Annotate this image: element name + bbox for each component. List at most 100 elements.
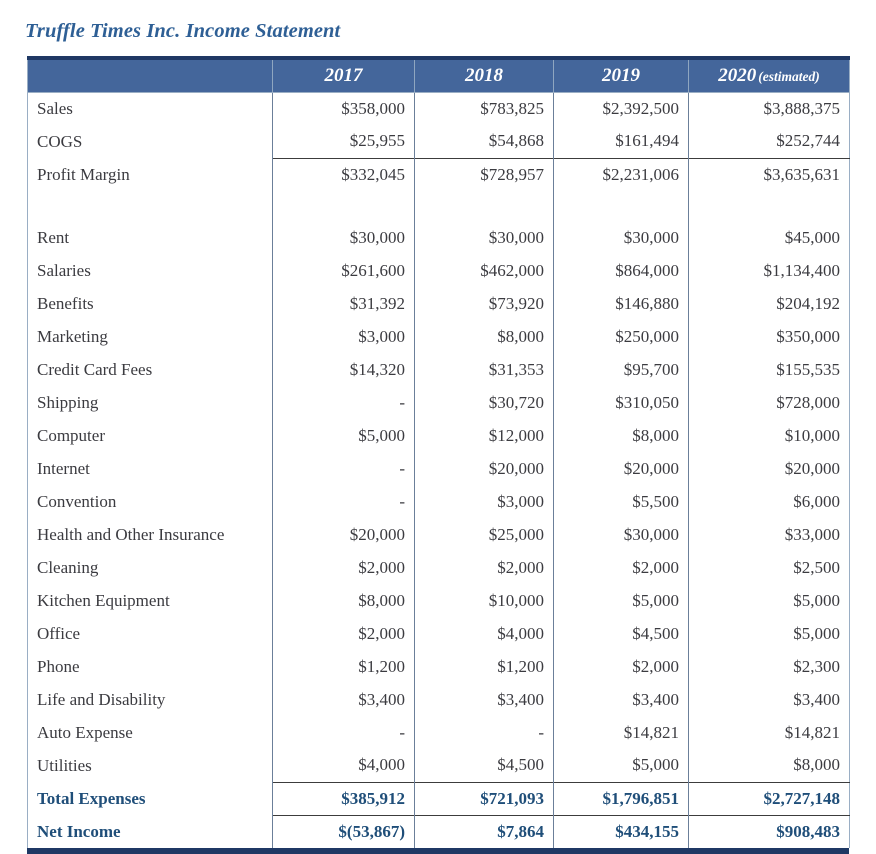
- row-value: $2,000: [272, 617, 415, 650]
- row-value: $2,000: [272, 551, 415, 584]
- row-label: Benefits: [27, 287, 273, 320]
- row-value: $10,000: [414, 584, 554, 617]
- row-value: $864,000: [553, 254, 689, 287]
- row-value: -: [272, 452, 415, 485]
- row-value: $12,000: [414, 419, 554, 452]
- row-value: -: [272, 485, 415, 518]
- row-value: $5,000: [553, 584, 689, 617]
- column-header-2018-year: 2018: [465, 64, 503, 86]
- row-value: $728,957: [414, 157, 554, 191]
- table-row: Profit Margin $332,045 $728,957 $2,231,006 $…: [27, 157, 850, 191]
- row-value: $20,000: [272, 518, 415, 551]
- row-value: $2,000: [553, 650, 689, 683]
- row-value: [553, 191, 689, 221]
- row-value: $252,744: [688, 125, 850, 158]
- row-label: Credit Card Fees: [27, 353, 273, 386]
- row-value: $3,000: [414, 485, 554, 518]
- column-header-2019: 2019: [553, 56, 689, 93]
- income-statement-table-wrapper: 2017 2018 2019 2020 (estimated) Sales $358…: [27, 56, 850, 854]
- row-value: $250,000: [553, 320, 689, 353]
- row-label: Auto Expense: [27, 716, 273, 749]
- table-row: Kitchen Equipment $8,000 $10,000 $5,000 $5,0…: [27, 584, 850, 617]
- table-row: [27, 191, 850, 221]
- row-label: Profit Margin: [27, 158, 273, 191]
- row-value: $2,727,148: [688, 781, 850, 815]
- row-value: $4,000: [414, 617, 554, 650]
- row-value: $721,093: [414, 781, 554, 815]
- row-value: $462,000: [414, 254, 554, 287]
- row-value: $3,400: [688, 683, 850, 716]
- row-label: [27, 191, 273, 221]
- row-value: $3,635,631: [688, 157, 850, 191]
- row-label: Net Income: [27, 815, 273, 848]
- row-label: Marketing: [27, 320, 273, 353]
- row-value: $(53,867): [272, 814, 415, 848]
- row-value: $1,134,400: [688, 254, 850, 287]
- row-value: $30,000: [414, 221, 554, 254]
- header-row: 2017 2018 2019 2020 (estimated): [27, 56, 850, 93]
- row-value: -: [414, 716, 554, 749]
- column-header-2020: 2020 (estimated): [688, 56, 850, 93]
- row-value: $25,955: [272, 125, 415, 158]
- page-title: Truffle Times Inc. Income Statement: [25, 20, 341, 42]
- row-value: -: [272, 716, 415, 749]
- row-value: $14,320: [272, 353, 415, 386]
- row-value: $54,868: [414, 125, 554, 158]
- row-value: $261,600: [272, 254, 415, 287]
- row-value: $30,000: [553, 518, 689, 551]
- row-value: $3,400: [272, 683, 415, 716]
- row-value: $20,000: [414, 452, 554, 485]
- table-row: Total Expenses $385,912 $721,093 $1,796,851…: [27, 781, 850, 815]
- column-header-2017: 2017: [272, 56, 415, 93]
- row-value: $30,720: [414, 386, 554, 419]
- row-label: Health and Other Insurance: [27, 518, 273, 551]
- table-body: Sales $358,000 $783,825 $2,392,500 $3,888,37…: [27, 92, 850, 848]
- row-value: $2,231,006: [553, 157, 689, 191]
- row-value: $4,000: [272, 749, 415, 782]
- row-value: $5,000: [688, 617, 850, 650]
- table-row: Net Income $(53,867) $7,864 $434,155 $908,48…: [27, 814, 850, 848]
- row-label: Cleaning: [27, 551, 273, 584]
- row-value: $385,912: [272, 781, 415, 815]
- row-label: Computer: [27, 419, 273, 452]
- row-value: $146,880: [553, 287, 689, 320]
- row-value: $332,045: [272, 157, 415, 191]
- row-value: $728,000: [688, 386, 850, 419]
- row-value: $5,000: [688, 584, 850, 617]
- row-value: [272, 191, 415, 221]
- row-value: $73,920: [414, 287, 554, 320]
- table-row: Health and Other Insurance $20,000 $25,000…: [27, 518, 850, 551]
- row-value: $5,000: [553, 749, 689, 782]
- table-row: Auto Expense - - $14,821 $14,821: [27, 716, 850, 749]
- table-row: Phone $1,200 $1,200 $2,000 $2,300: [27, 650, 850, 683]
- row-value: $1,200: [414, 650, 554, 683]
- row-value: $3,400: [553, 683, 689, 716]
- row-value: $204,192: [688, 287, 850, 320]
- row-value: $14,821: [688, 716, 850, 749]
- row-value: $20,000: [688, 452, 850, 485]
- column-header-2020-year: 2020: [718, 64, 757, 86]
- row-value: $45,000: [688, 221, 850, 254]
- column-header-2019-year: 2019: [602, 64, 640, 86]
- row-label: Salaries: [27, 254, 273, 287]
- column-header-2018: 2018: [414, 56, 554, 93]
- table-bottom-stripe: [27, 848, 849, 854]
- row-value: $358,000: [272, 92, 415, 125]
- row-value: $4,500: [414, 749, 554, 782]
- table-row: Life and Disability $3,400 $3,400 $3,400 $3,…: [27, 683, 850, 716]
- row-value: $2,300: [688, 650, 850, 683]
- row-value: $10,000: [688, 419, 850, 452]
- row-label: COGS: [27, 125, 273, 158]
- row-value: $3,888,375: [688, 92, 850, 125]
- row-value: $8,000: [688, 749, 850, 782]
- row-value: [688, 191, 850, 221]
- row-value: $4,500: [553, 617, 689, 650]
- row-value: $434,155: [553, 814, 689, 848]
- column-header-2020-note: (estimated): [758, 68, 820, 84]
- row-value: -: [272, 386, 415, 419]
- row-value: $30,000: [553, 221, 689, 254]
- row-label: Phone: [27, 650, 273, 683]
- row-label: Office: [27, 617, 273, 650]
- income-statement-table: 2017 2018 2019 2020 (estimated) Sales $358…: [27, 56, 850, 848]
- row-value: $908,483: [688, 814, 850, 848]
